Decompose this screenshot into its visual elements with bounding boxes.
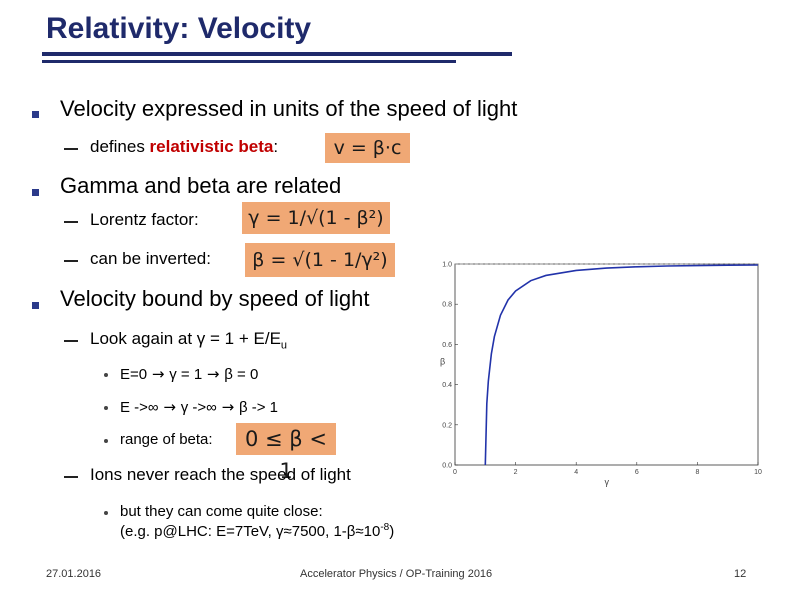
dot-marker bbox=[104, 511, 108, 515]
x-tick-label: 8 bbox=[695, 469, 699, 476]
equation-v-beta-c: v = β·c bbox=[325, 133, 410, 163]
arrow-right-icon: → bbox=[202, 365, 225, 383]
x-tick-label: 0 bbox=[453, 469, 457, 476]
dash-marker bbox=[64, 260, 78, 262]
point-come-close: but they can come quite close: bbox=[120, 503, 323, 520]
y-tick-label: 0.6 bbox=[442, 342, 452, 349]
sub-relativistic-beta: defines relativistic beta: bbox=[90, 137, 278, 157]
point-energy-infinite: E ->∞ → γ ->∞ → β -> 1 bbox=[120, 398, 279, 416]
equation-beta-range: 0 ≤ β < 1 bbox=[236, 423, 336, 483]
dot-marker bbox=[104, 406, 108, 410]
relativistic-beta-term: relativistic beta bbox=[149, 137, 274, 156]
equation-lorentz-factor: γ = 1/√(1 - β²) bbox=[242, 202, 390, 234]
sub-text: Look again at γ = 1 + E/E bbox=[90, 329, 281, 348]
bullet-velocity-units: Velocity expressed in units of the speed… bbox=[60, 96, 518, 121]
beta-vs-gamma-chart: 0 2 4 6 8 10 0.0 0.2 0.4 0.6 0.8 1.0 γ β bbox=[440, 262, 762, 488]
sub-text-colon: : bbox=[273, 137, 279, 156]
lhc-example-text: (e.g. p@LHC: E=7TeV, γ≈7500, 1-β≈10 bbox=[120, 523, 381, 540]
y-axis-label: β bbox=[440, 357, 445, 367]
sub-inverted: can be inverted: bbox=[90, 249, 211, 268]
footer-date: 27.01.2016 bbox=[46, 568, 102, 580]
dot-marker bbox=[104, 439, 108, 443]
sub-ions-never-reach: Ions never reach the speed of light bbox=[90, 465, 351, 484]
x-axis-label: γ bbox=[605, 477, 610, 487]
point-energy-zero: E=0 → γ = 1 → β = 0 bbox=[120, 365, 259, 383]
title-underline-thick bbox=[42, 52, 512, 56]
equation-beta-inverted: β = √(1 - 1/γ²) bbox=[245, 243, 395, 277]
y-tick-label: 1.0 bbox=[442, 262, 452, 269]
bullet-gamma-beta-related: Gamma and beta are related bbox=[60, 173, 342, 198]
lhc-exponent: -8 bbox=[380, 522, 390, 533]
y-tick-label: 0.0 bbox=[442, 463, 452, 470]
point-lhc-example: (e.g. p@LHC: E=7TeV, γ≈7500, 1-β≈10-8) bbox=[120, 522, 394, 540]
dash-marker bbox=[64, 148, 78, 150]
series-line-beta bbox=[484, 264, 759, 466]
slide-title: Relativity: Velocity bbox=[46, 12, 312, 45]
lhc-example-close: ) bbox=[389, 523, 395, 540]
bullet-speed-bound: Velocity bound by speed of light bbox=[60, 286, 370, 311]
x-tick-label: 2 bbox=[514, 469, 518, 476]
page-number: 12 bbox=[734, 568, 747, 580]
footer-title: Accelerator Physics / OP-Training 2016 bbox=[300, 568, 493, 580]
x-tick-label: 10 bbox=[754, 469, 762, 476]
dash-marker bbox=[64, 476, 78, 478]
x-tick-label: 4 bbox=[574, 469, 578, 476]
bullet-marker bbox=[32, 302, 39, 309]
x-tick-label: 6 bbox=[635, 469, 639, 476]
dash-marker bbox=[64, 221, 78, 223]
title-underline-thin bbox=[42, 60, 456, 63]
arrow-right-icon: → bbox=[147, 365, 170, 383]
bullet-marker bbox=[32, 111, 39, 118]
arrow-right-icon: → bbox=[216, 398, 239, 416]
sub-lorentz-factor: Lorentz factor: bbox=[90, 210, 199, 229]
plot-frame bbox=[454, 263, 759, 466]
subscript-u: u bbox=[280, 339, 288, 352]
arrow-right-icon: → bbox=[158, 398, 181, 416]
dash-marker bbox=[64, 340, 78, 342]
dot-marker bbox=[104, 373, 108, 377]
bullet-marker bbox=[32, 189, 39, 196]
sub-text: defines bbox=[90, 137, 150, 156]
sub-gamma-energy: Look again at γ = 1 + E/Eu bbox=[90, 329, 287, 351]
y-tick-label: 0.8 bbox=[442, 302, 452, 309]
y-tick-label: 0.4 bbox=[442, 382, 452, 389]
y-tick-label: 0.2 bbox=[442, 422, 452, 429]
point-beta-range: range of beta: bbox=[120, 431, 213, 448]
